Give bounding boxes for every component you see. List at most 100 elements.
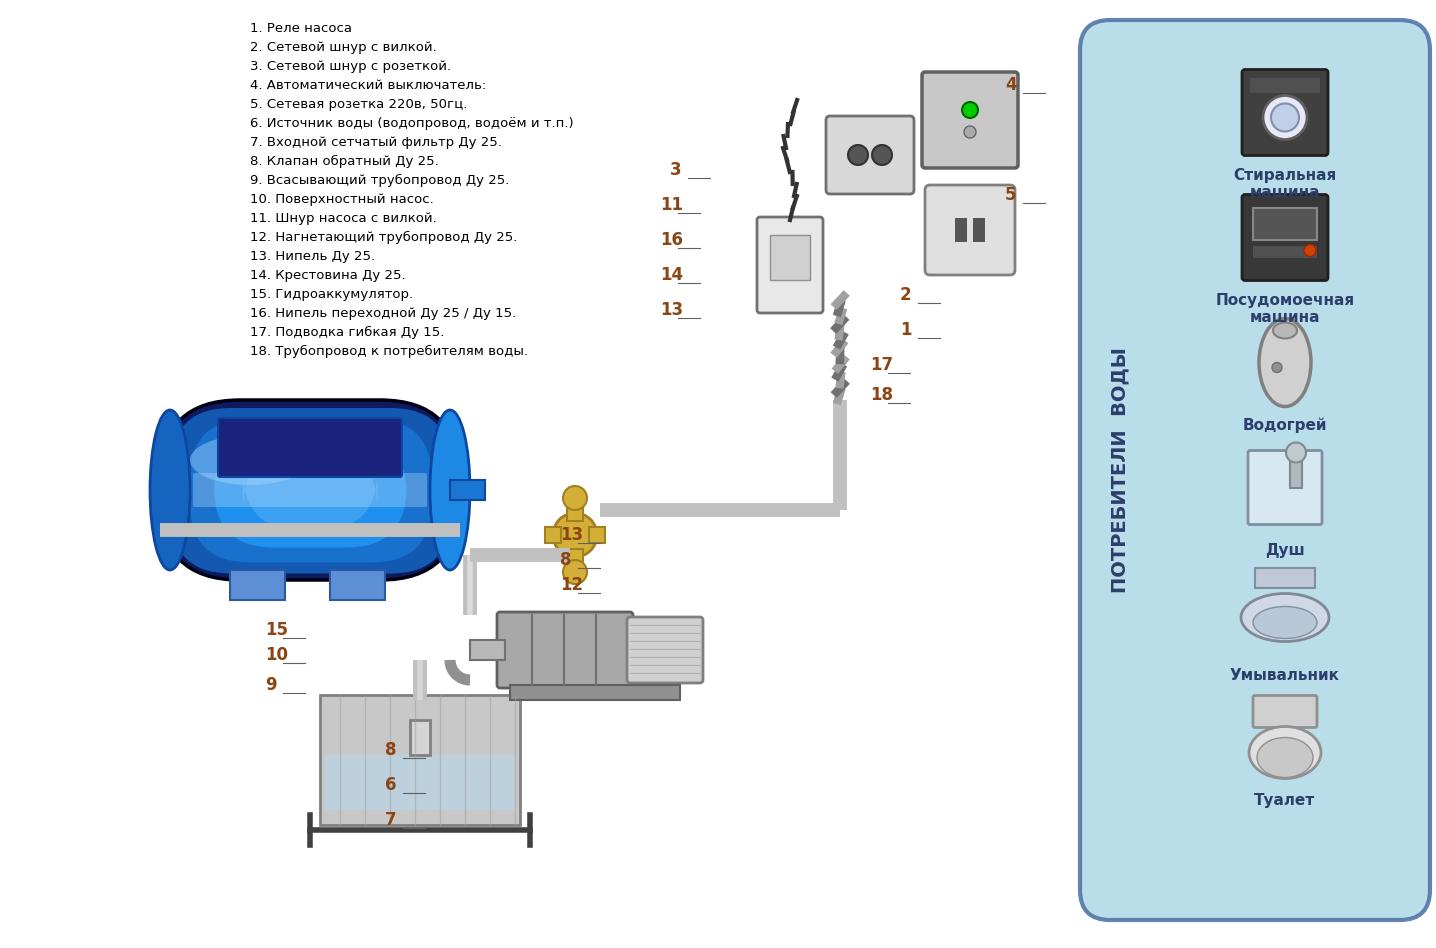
FancyBboxPatch shape (628, 617, 704, 683)
FancyBboxPatch shape (192, 473, 426, 507)
Bar (955, 218, 966, 242)
Text: 2. Сетевой шнур с вилкой.: 2. Сетевой шнур с вилкой. (250, 41, 437, 54)
Text: 18: 18 (870, 386, 893, 404)
FancyBboxPatch shape (1242, 194, 1328, 281)
Ellipse shape (1256, 738, 1313, 777)
Circle shape (563, 486, 587, 510)
FancyBboxPatch shape (1254, 696, 1317, 727)
Text: 10. Поверхностный насос.: 10. Поверхностный насос. (250, 193, 434, 206)
FancyBboxPatch shape (922, 72, 1018, 168)
Circle shape (1287, 443, 1305, 463)
Bar (510, 685, 681, 700)
Bar (1290, 452, 1302, 487)
Bar (1254, 246, 1317, 258)
Text: 4: 4 (1005, 76, 1017, 94)
Text: 12: 12 (560, 576, 583, 594)
FancyBboxPatch shape (826, 116, 913, 194)
Ellipse shape (1272, 322, 1297, 338)
Ellipse shape (1254, 607, 1317, 639)
Circle shape (563, 560, 587, 584)
FancyBboxPatch shape (218, 418, 402, 477)
Text: 11: 11 (661, 196, 684, 214)
FancyBboxPatch shape (757, 217, 823, 313)
Bar (1254, 208, 1317, 240)
Text: 2: 2 (900, 286, 912, 304)
Text: 10: 10 (266, 646, 289, 664)
Text: Посудомоечная
машина: Посудомоечная машина (1215, 293, 1354, 325)
Circle shape (962, 102, 978, 118)
Bar (449, 480, 485, 500)
Text: 1. Реле насоса: 1. Реле насоса (250, 22, 352, 35)
Ellipse shape (190, 435, 310, 485)
Text: 8: 8 (385, 741, 396, 759)
Ellipse shape (1259, 319, 1311, 407)
Text: 15. Гидроаккумулятор.: 15. Гидроаккумулятор. (250, 288, 414, 301)
Circle shape (1304, 245, 1315, 257)
Circle shape (849, 145, 867, 165)
Text: 7: 7 (385, 811, 396, 829)
FancyBboxPatch shape (1248, 450, 1323, 524)
Text: 17: 17 (870, 356, 893, 374)
Bar (411, 720, 429, 755)
Text: 8. Клапан обратный Ду 25.: 8. Клапан обратный Ду 25. (250, 155, 439, 168)
Text: 3: 3 (671, 161, 682, 179)
FancyBboxPatch shape (1080, 20, 1430, 920)
Text: 17. Подводка гибкая Ду 15.: 17. Подводка гибкая Ду 15. (250, 326, 444, 339)
Text: 14: 14 (661, 266, 684, 284)
Text: 15: 15 (266, 621, 289, 639)
Bar (770, 235, 810, 280)
Text: 5. Сетевая розетка 220в, 50гц.: 5. Сетевая розетка 220в, 50гц. (250, 98, 467, 111)
FancyBboxPatch shape (214, 433, 406, 548)
Circle shape (1272, 362, 1282, 373)
Circle shape (1264, 96, 1307, 139)
Circle shape (1271, 103, 1300, 132)
Circle shape (872, 145, 892, 165)
Bar (974, 218, 985, 242)
Text: Стиральная
машина: Стиральная машина (1234, 168, 1337, 200)
Bar (320, 695, 520, 825)
Bar (330, 570, 385, 600)
Text: 13: 13 (560, 526, 583, 544)
Text: 14. Крестовина Ду 25.: 14. Крестовина Ду 25. (250, 269, 405, 282)
Text: Туалет: Туалет (1255, 793, 1315, 808)
Text: 9. Всасывающий трубопровод Ду 25.: 9. Всасывающий трубопровод Ду 25. (250, 174, 510, 187)
Text: 6. Источник воды (водопровод, водоём и т.п.): 6. Источник воды (водопровод, водоём и т… (250, 117, 573, 130)
FancyBboxPatch shape (171, 408, 451, 574)
Text: 18. Трубопровод к потребителям воды.: 18. Трубопровод к потребителям воды. (250, 345, 528, 358)
Text: Водогрей: Водогрей (1242, 417, 1327, 433)
Bar (567, 505, 583, 521)
Circle shape (964, 126, 976, 138)
FancyBboxPatch shape (190, 419, 432, 562)
Text: ПОТРЕБИТЕЛИ  ВОДЫ: ПОТРЕБИТЕЛИ ВОДЫ (1110, 347, 1130, 592)
Bar (230, 570, 284, 600)
Bar (470, 640, 505, 660)
Text: Душ: Душ (1265, 542, 1305, 557)
Ellipse shape (1249, 726, 1321, 778)
Text: 1: 1 (900, 321, 912, 339)
Text: 16. Нипель переходной Ду 25 / Ду 15.: 16. Нипель переходной Ду 25 / Ду 15. (250, 307, 517, 320)
Text: 8: 8 (560, 551, 572, 569)
Ellipse shape (429, 410, 470, 570)
FancyBboxPatch shape (1242, 69, 1328, 155)
Text: 7. Входной сетчатый фильтр Ду 25.: 7. Входной сетчатый фильтр Ду 25. (250, 136, 501, 149)
Ellipse shape (149, 410, 190, 570)
Circle shape (553, 513, 597, 557)
Text: 16: 16 (661, 231, 684, 249)
Text: 5: 5 (1005, 186, 1017, 204)
Bar (1255, 568, 1315, 588)
Text: 13: 13 (661, 301, 684, 319)
Text: Умывальник: Умывальник (1231, 667, 1340, 683)
Bar (325, 755, 516, 810)
Text: 13. Нипель Ду 25.: 13. Нипель Ду 25. (250, 250, 375, 263)
Text: 4. Автоматический выключатель:: 4. Автоматический выключатель: (250, 79, 487, 92)
FancyBboxPatch shape (497, 612, 633, 688)
Text: 12. Нагнетающий трубопровод Ду 25.: 12. Нагнетающий трубопровод Ду 25. (250, 231, 517, 244)
Text: 9: 9 (266, 676, 277, 694)
Text: 11. Шнур насоса с вилкой.: 11. Шнур насоса с вилкой. (250, 212, 437, 225)
FancyBboxPatch shape (159, 400, 460, 580)
Bar (589, 527, 605, 543)
Ellipse shape (1241, 593, 1328, 642)
FancyBboxPatch shape (925, 185, 1015, 275)
Text: 3. Сетевой шнур с розеткой.: 3. Сетевой шнур с розеткой. (250, 60, 451, 73)
Text: 6: 6 (385, 776, 396, 794)
